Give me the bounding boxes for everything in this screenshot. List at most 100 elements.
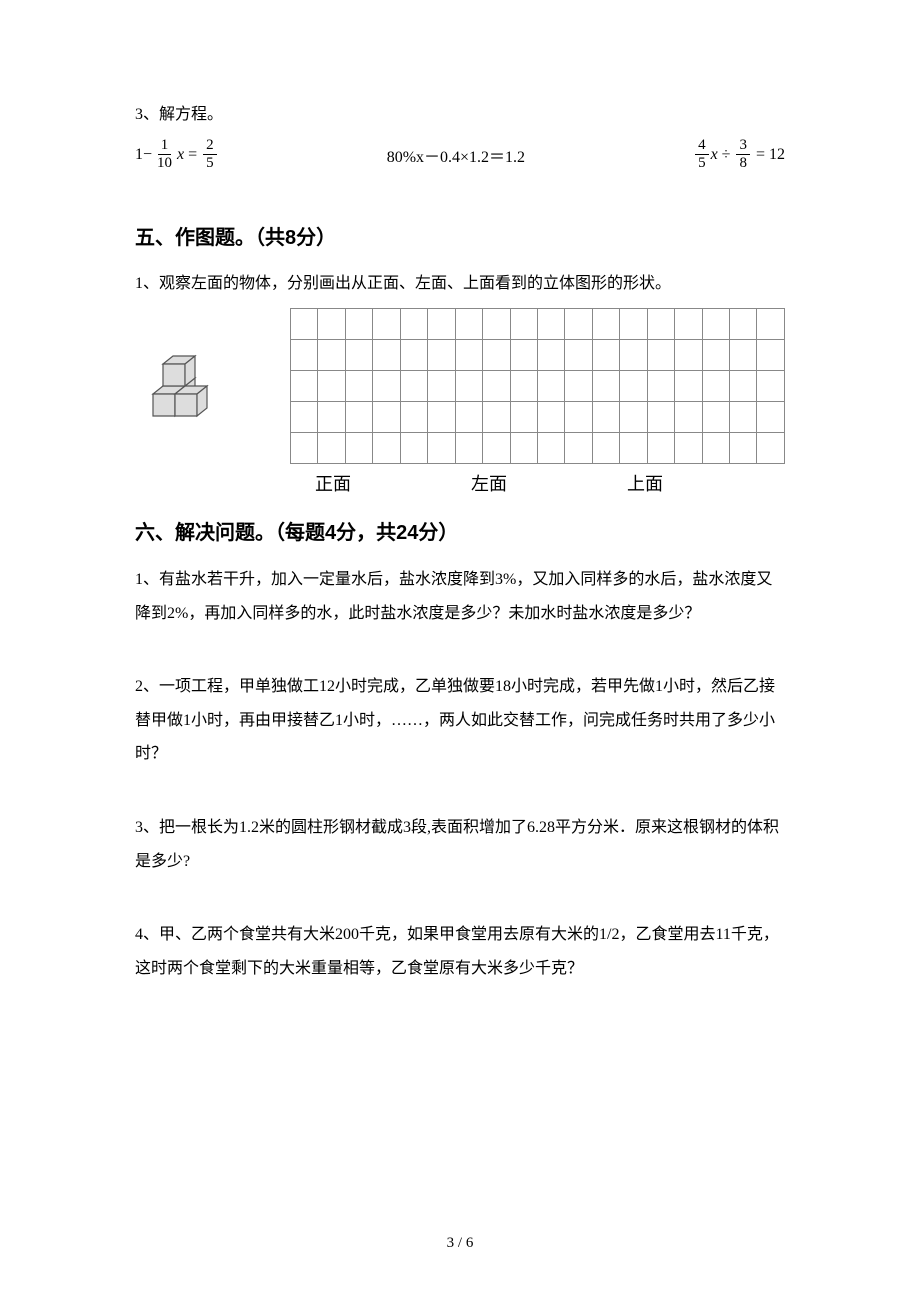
grid-cell (455, 340, 482, 371)
grid-cell (675, 309, 702, 340)
grid-cell (483, 371, 510, 402)
eq3-frac1-num: 4 (695, 138, 709, 155)
grid-cell (565, 433, 592, 464)
section-6-title: 六、解决问题。（每题4分，共24分） (135, 516, 785, 545)
grid-cell (318, 433, 345, 464)
eq3-var: x (711, 146, 718, 164)
eq3-result: 12 (769, 146, 785, 164)
grid-cell (483, 402, 510, 433)
section-5-q1: 1、观察左面的物体，分别画出从正面、左面、上面看到的立体图形的形状。 (135, 268, 785, 300)
grid-cell (510, 340, 537, 371)
grid-cell (702, 371, 729, 402)
equation-2: 80%x－0.4×1.2＝1.2 (387, 143, 525, 167)
grid-cell (345, 371, 372, 402)
grid-cell (400, 433, 427, 464)
eq1-one: 1 (135, 146, 143, 164)
grid-cell (675, 371, 702, 402)
grid-cell (400, 402, 427, 433)
grid-cell (730, 402, 757, 433)
grid-cell (455, 371, 482, 402)
grid-cell (455, 433, 482, 464)
grid-cell (318, 402, 345, 433)
grid-cell (620, 402, 647, 433)
grid-cell (757, 402, 785, 433)
eq3-frac1-den: 5 (695, 155, 709, 171)
eq1-equals: = (184, 146, 201, 164)
grid-cell (345, 340, 372, 371)
grid-cell (455, 402, 482, 433)
grid-cell (483, 309, 510, 340)
equation-row: 1 − 1 10 x = 2 5 80%x－0.4×1.2＝1.2 4 5 x … (135, 138, 785, 171)
grid-cell (730, 371, 757, 402)
grid-cell (400, 340, 427, 371)
grid-cell (757, 371, 785, 402)
section-6-q4: 4、甲、乙两个食堂共有大米200千克，如果甲食堂用去原有大米的1/2，乙食堂用去… (135, 918, 785, 985)
grid-cell (757, 340, 785, 371)
grid-cell (291, 309, 318, 340)
grid-cell (373, 433, 400, 464)
grid-cell (702, 309, 729, 340)
grid-cell (592, 309, 619, 340)
grid-cell (318, 309, 345, 340)
eq1-frac2: 2 5 (203, 138, 217, 171)
grid-cell (400, 309, 427, 340)
grid-cell (537, 433, 564, 464)
figure-area (145, 308, 785, 464)
grid-cell (565, 371, 592, 402)
eq3-frac2-num: 3 (736, 138, 750, 155)
grid-cell (647, 402, 674, 433)
label-left: 左面 (471, 470, 507, 496)
grid-cell (592, 340, 619, 371)
grid-cell (510, 309, 537, 340)
grid-labels: 正面 左面 上面 (285, 470, 785, 496)
grid-cell (291, 340, 318, 371)
grid-cell (428, 433, 455, 464)
grid-cell (510, 371, 537, 402)
grid-cell (291, 402, 318, 433)
grid-cell (428, 309, 455, 340)
section-5-title: 五、作图题。（共8分） (135, 221, 785, 250)
section-6-q3: 3、把一根长为1.2米的圆柱形钢材截成3段,表面积增加了6.28平方分米．原来这… (135, 811, 785, 878)
grid-cell (291, 433, 318, 464)
grid-cell (537, 309, 564, 340)
grid-cell (675, 433, 702, 464)
grid-cell (537, 340, 564, 371)
eq1-frac2-num: 2 (203, 138, 217, 155)
grid-cell (483, 433, 510, 464)
eq3-frac1: 4 5 (695, 138, 709, 171)
equation-heading: 3、解方程。 (135, 100, 785, 124)
grid-cell (647, 340, 674, 371)
drawing-grid (290, 308, 785, 464)
grid-cell (373, 371, 400, 402)
grid-cell (428, 402, 455, 433)
eq1-var: x (177, 146, 184, 164)
equation-3: 4 5 x ÷ 3 8 = 12 (693, 138, 785, 171)
grid-cell (318, 340, 345, 371)
grid-cell (400, 371, 427, 402)
grid-cell (428, 371, 455, 402)
grid-cell (730, 309, 757, 340)
grid-cell (647, 433, 674, 464)
grid-cell (345, 433, 372, 464)
eq3-frac2: 3 8 (736, 138, 750, 171)
grid-cell (757, 433, 785, 464)
grid-cell (620, 340, 647, 371)
grid-cell (757, 309, 785, 340)
grid-cell (345, 402, 372, 433)
grid-cell (620, 433, 647, 464)
eq3-equals: = (752, 146, 769, 164)
grid-cell (318, 371, 345, 402)
grid-cell (647, 371, 674, 402)
grid-cell (428, 340, 455, 371)
grid-cell (565, 402, 592, 433)
grid-cell (730, 433, 757, 464)
eq1-frac1-num: 1 (158, 138, 172, 155)
eq3-frac2-den: 8 (736, 155, 750, 171)
grid-cell (592, 371, 619, 402)
grid-cell (565, 340, 592, 371)
grid-cell (620, 309, 647, 340)
grid-cell (675, 402, 702, 433)
grid-cell (373, 309, 400, 340)
cube-figure (145, 346, 240, 426)
eq1-frac1: 1 10 (154, 138, 175, 171)
